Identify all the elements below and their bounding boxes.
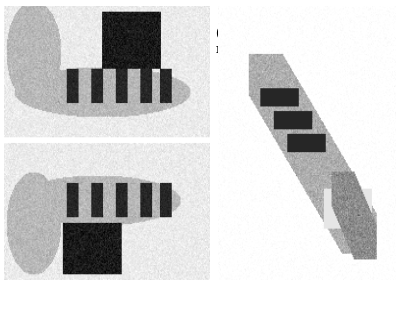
Text: (b) Device for forearm
rotations.: (b) Device for forearm rotations.	[216, 27, 349, 56]
Text: (a) Device for wrist ro-
tations.: (a) Device for wrist ro- tations.	[4, 27, 139, 56]
